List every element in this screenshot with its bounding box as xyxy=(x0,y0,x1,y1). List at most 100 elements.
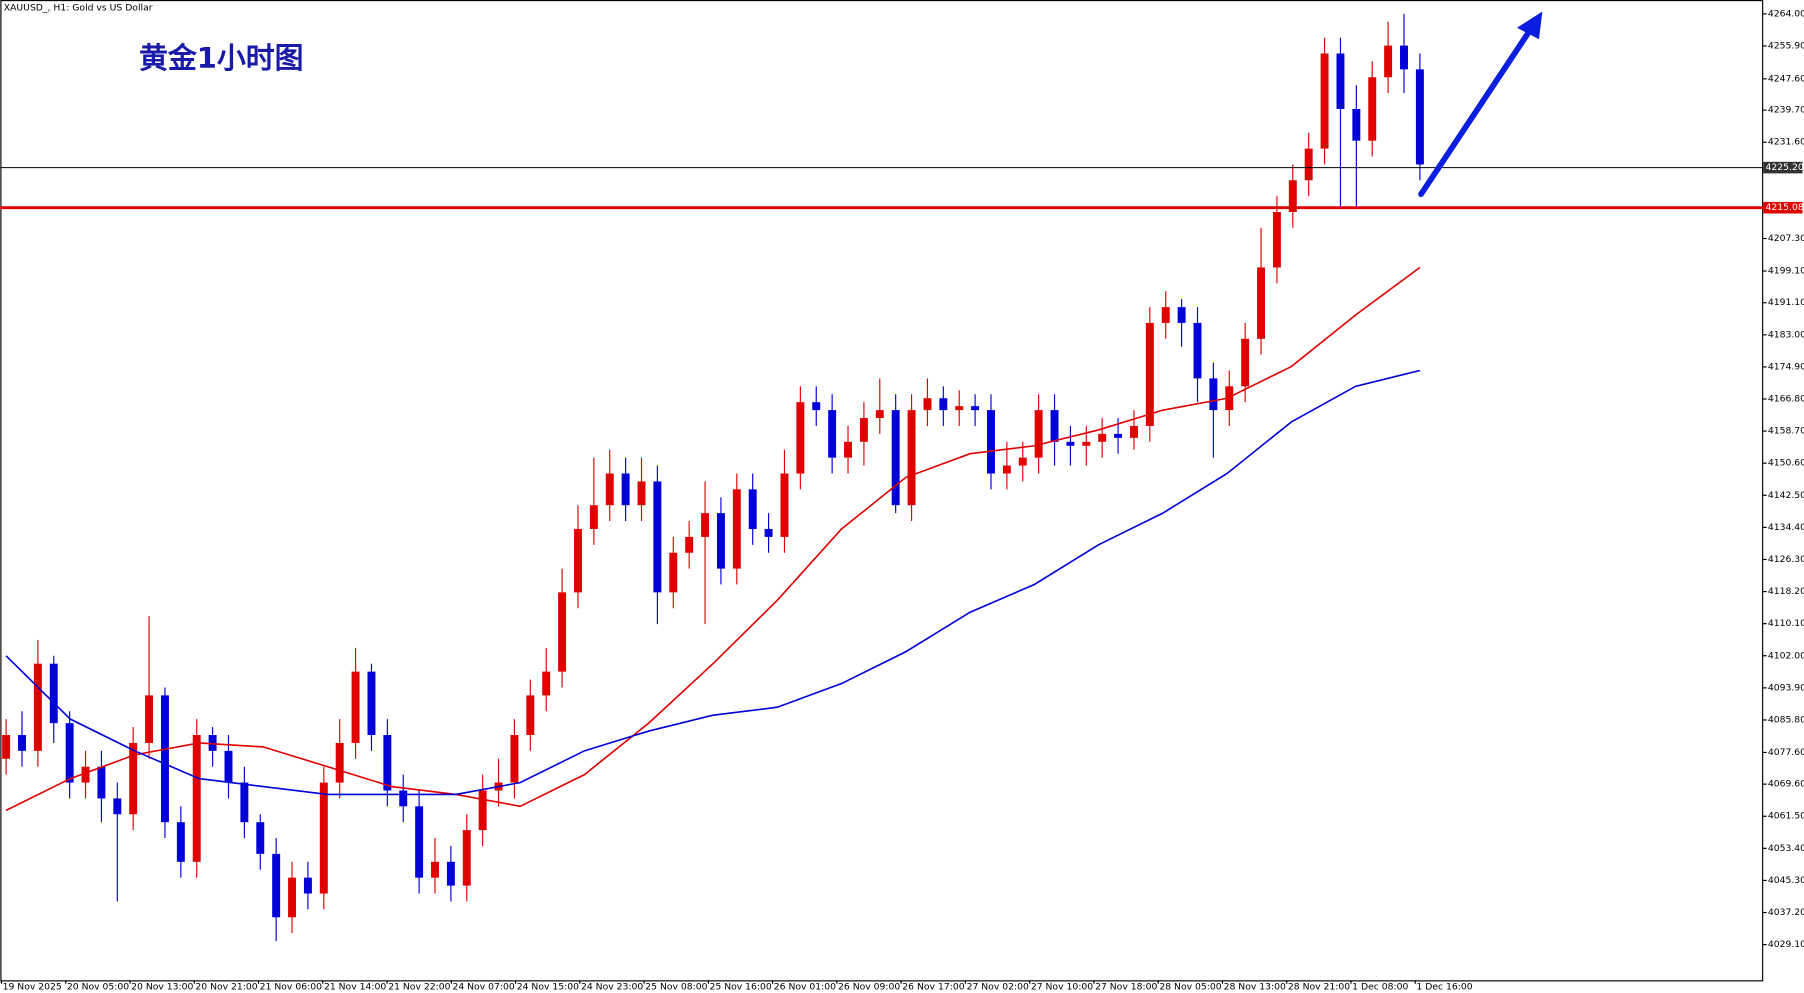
price-level-label: 4215.08 xyxy=(1766,202,1804,213)
y-tick-label: 4134.40 xyxy=(1768,522,1804,533)
candle-body xyxy=(335,742,344,783)
y-tick-label: 4029.10 xyxy=(1768,939,1804,950)
y-tick-label: 4247.60 xyxy=(1768,73,1804,84)
y-tick-label: 4183.00 xyxy=(1768,329,1804,340)
x-tick-label: 20 Nov 05:00 xyxy=(67,982,129,993)
x-tick-label: 25 Nov 08:00 xyxy=(645,982,707,993)
moving-average xyxy=(5,266,1421,812)
candle-body xyxy=(240,782,249,823)
candle-body xyxy=(891,410,900,506)
x-tick-label: 21 Nov 06:00 xyxy=(260,982,322,993)
x-tick-label: 24 Nov 23:00 xyxy=(581,982,643,993)
annotation: 黄金1小时图 xyxy=(139,41,303,75)
y-tick-label: 4061.50 xyxy=(1768,811,1804,822)
candle-body xyxy=(288,877,297,918)
candle-body xyxy=(748,489,757,529)
candle-body xyxy=(81,766,90,783)
candle-body xyxy=(1018,457,1027,466)
y-tick-label: 4118.20 xyxy=(1768,586,1804,597)
candle-body xyxy=(1002,465,1011,474)
y-tick-label: 4037.20 xyxy=(1768,907,1804,918)
candle-body xyxy=(637,481,646,506)
candle-body xyxy=(446,861,455,886)
candle-body xyxy=(383,735,392,791)
candle-body xyxy=(1272,211,1281,268)
candle-body xyxy=(1161,307,1170,323)
candle-body xyxy=(319,782,328,894)
arrow-shaft xyxy=(1418,22,1537,198)
price-level-label: 4225.20 xyxy=(1766,162,1804,173)
candle-body xyxy=(558,592,567,672)
candle-body xyxy=(875,410,884,419)
candle-body xyxy=(224,750,233,783)
y-tick-label: 4255.90 xyxy=(1768,40,1804,51)
candle-body xyxy=(907,410,916,506)
candle-body xyxy=(732,489,741,569)
candle-body xyxy=(1129,425,1138,438)
candle-body xyxy=(1304,148,1313,181)
plot-frame xyxy=(0,0,1764,982)
candle-body xyxy=(653,481,662,593)
y-tick-label: 4077.60 xyxy=(1768,747,1804,758)
candle-body xyxy=(939,398,948,411)
y-tick-label: 4191.10 xyxy=(1768,297,1804,308)
candle-body xyxy=(462,830,471,886)
candle-body xyxy=(510,735,519,783)
x-tick-label: 20 Nov 21:00 xyxy=(195,982,257,993)
trend-arrow xyxy=(1418,11,1543,198)
candle-body xyxy=(1320,53,1329,149)
y-tick-label: 4142.50 xyxy=(1768,490,1804,501)
candle-body xyxy=(129,742,138,815)
candle-body xyxy=(1336,53,1345,109)
x-tick-label: 26 Nov 09:00 xyxy=(838,982,900,993)
y-tick-label: 4174.90 xyxy=(1768,361,1804,372)
candle-body xyxy=(701,513,710,537)
y-tick-label: 4239.70 xyxy=(1768,105,1804,116)
candle-body xyxy=(573,528,582,593)
candle-body xyxy=(1050,410,1059,442)
candle-body xyxy=(160,695,169,823)
y-tick-label: 4166.80 xyxy=(1768,394,1804,405)
candle-body xyxy=(18,735,26,751)
candle-body xyxy=(1177,307,1186,323)
candle-body xyxy=(1034,410,1043,458)
candle-body xyxy=(526,695,535,736)
candle-body xyxy=(113,798,122,815)
candle-body xyxy=(367,671,376,736)
candle-body xyxy=(1241,338,1250,387)
candle-body xyxy=(399,790,408,807)
x-tick-label: 1 Dec 16:00 xyxy=(1416,982,1472,993)
candle-body xyxy=(1288,180,1297,212)
candle-body xyxy=(1082,441,1091,446)
y-tick-label: 4069.60 xyxy=(1768,779,1804,790)
y-tick-label: 4199.10 xyxy=(1768,266,1804,277)
candle-body xyxy=(2,735,11,759)
candle-body xyxy=(1368,77,1377,141)
candle-body xyxy=(1257,267,1266,339)
candle-body xyxy=(844,441,852,458)
candle-body xyxy=(272,853,281,918)
y-tick-label: 4110.10 xyxy=(1768,618,1804,629)
candle-body xyxy=(764,528,773,537)
x-tick-label: 27 Nov 10:00 xyxy=(1031,982,1093,993)
candle-body xyxy=(1193,322,1202,379)
x-tick-label: 24 Nov 15:00 xyxy=(517,982,579,993)
y-tick-label: 4207.30 xyxy=(1768,233,1804,244)
price-level-box xyxy=(1763,161,1803,174)
y-tick-label: 4102.00 xyxy=(1768,650,1804,661)
arrow-head xyxy=(1516,11,1543,40)
candle-body xyxy=(812,402,821,411)
candle-body xyxy=(97,766,106,799)
y-tick-label: 4053.40 xyxy=(1768,843,1804,854)
y-tick-label: 4158.70 xyxy=(1768,426,1804,437)
candle-body xyxy=(1098,433,1107,442)
x-tick-label: 20 Nov 13:00 xyxy=(131,982,193,993)
candle-body xyxy=(145,695,154,743)
candle-body xyxy=(1384,45,1393,78)
candle-body xyxy=(716,513,725,569)
candle-body xyxy=(1114,433,1123,438)
candle-body xyxy=(256,822,265,854)
candle-body xyxy=(431,861,439,878)
